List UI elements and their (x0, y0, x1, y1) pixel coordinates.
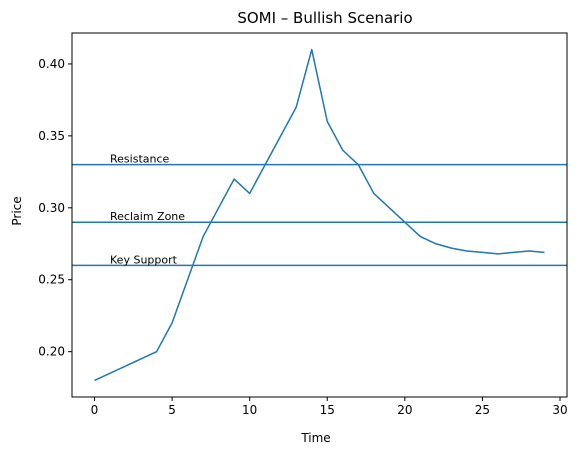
series-line-0 (94, 48, 545, 382)
x-axis: 0 5 10 15 20 25 30 (91, 397, 568, 417)
x-tick-label: 0 (91, 403, 99, 417)
x-tick-label: 10 (242, 403, 257, 417)
axes-frame (71, 32, 568, 398)
y-axis-label: Price (10, 196, 24, 225)
chart-title: SOMI – Bullish Scenario (237, 9, 412, 27)
x-axis-label: Time (300, 431, 330, 445)
x-tick-label: 25 (475, 403, 490, 417)
y-tick-label: 0.30 (38, 201, 65, 215)
x-tick-label: 30 (552, 403, 567, 417)
annotation-resistance: Resistance (110, 153, 170, 166)
y-tick-label: 0.40 (38, 57, 65, 71)
y-tick-label: 0.25 (38, 273, 65, 287)
y-tick-label: 0.35 (38, 129, 65, 143)
y-tick-label: 0.20 (38, 345, 65, 359)
y-axis: 0.20 0.25 0.30 0.35 0.40 (38, 57, 72, 359)
annotation-key-support: Key Support (110, 253, 178, 266)
x-tick-label: 5 (168, 403, 176, 417)
x-tick-label: 20 (397, 403, 412, 417)
annotation-reclaim-zone: Reclaim Zone (110, 210, 185, 223)
plot-area: Resistance Reclaim Zone Key Support (72, 48, 567, 382)
x-tick-label: 15 (320, 403, 335, 417)
